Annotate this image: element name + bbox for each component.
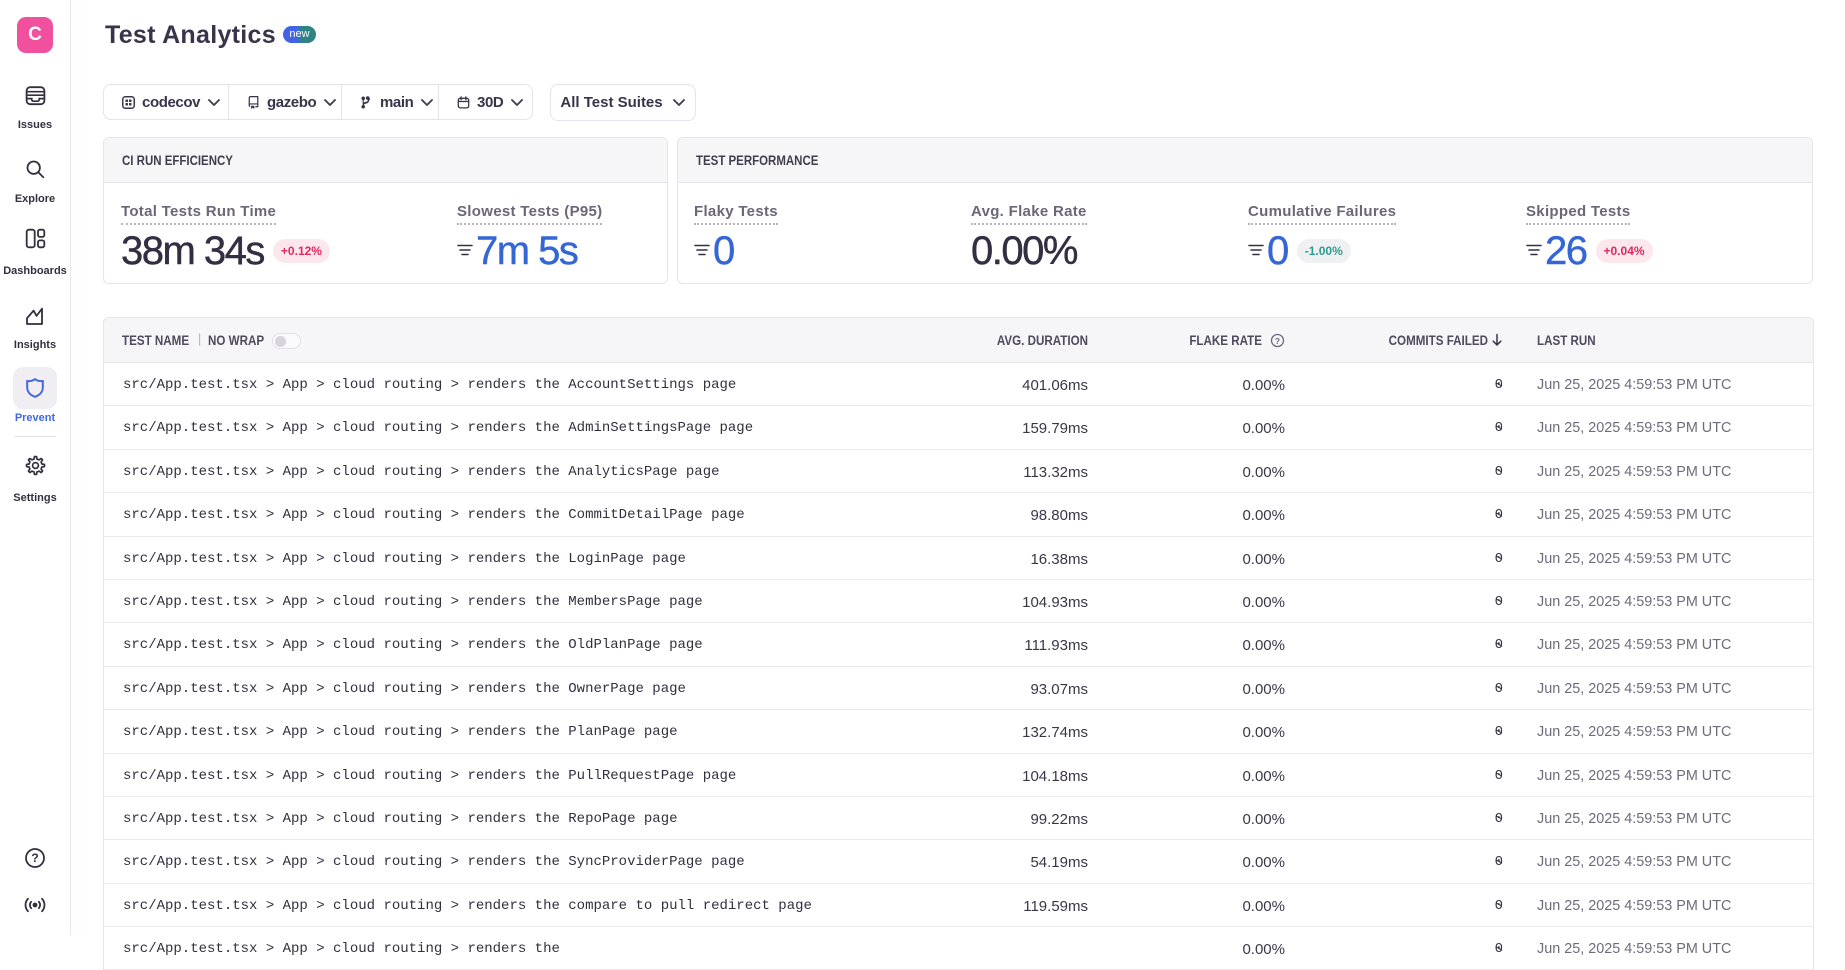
svg-text:?: ? [31, 851, 38, 865]
svg-text:?: ? [1275, 336, 1280, 346]
